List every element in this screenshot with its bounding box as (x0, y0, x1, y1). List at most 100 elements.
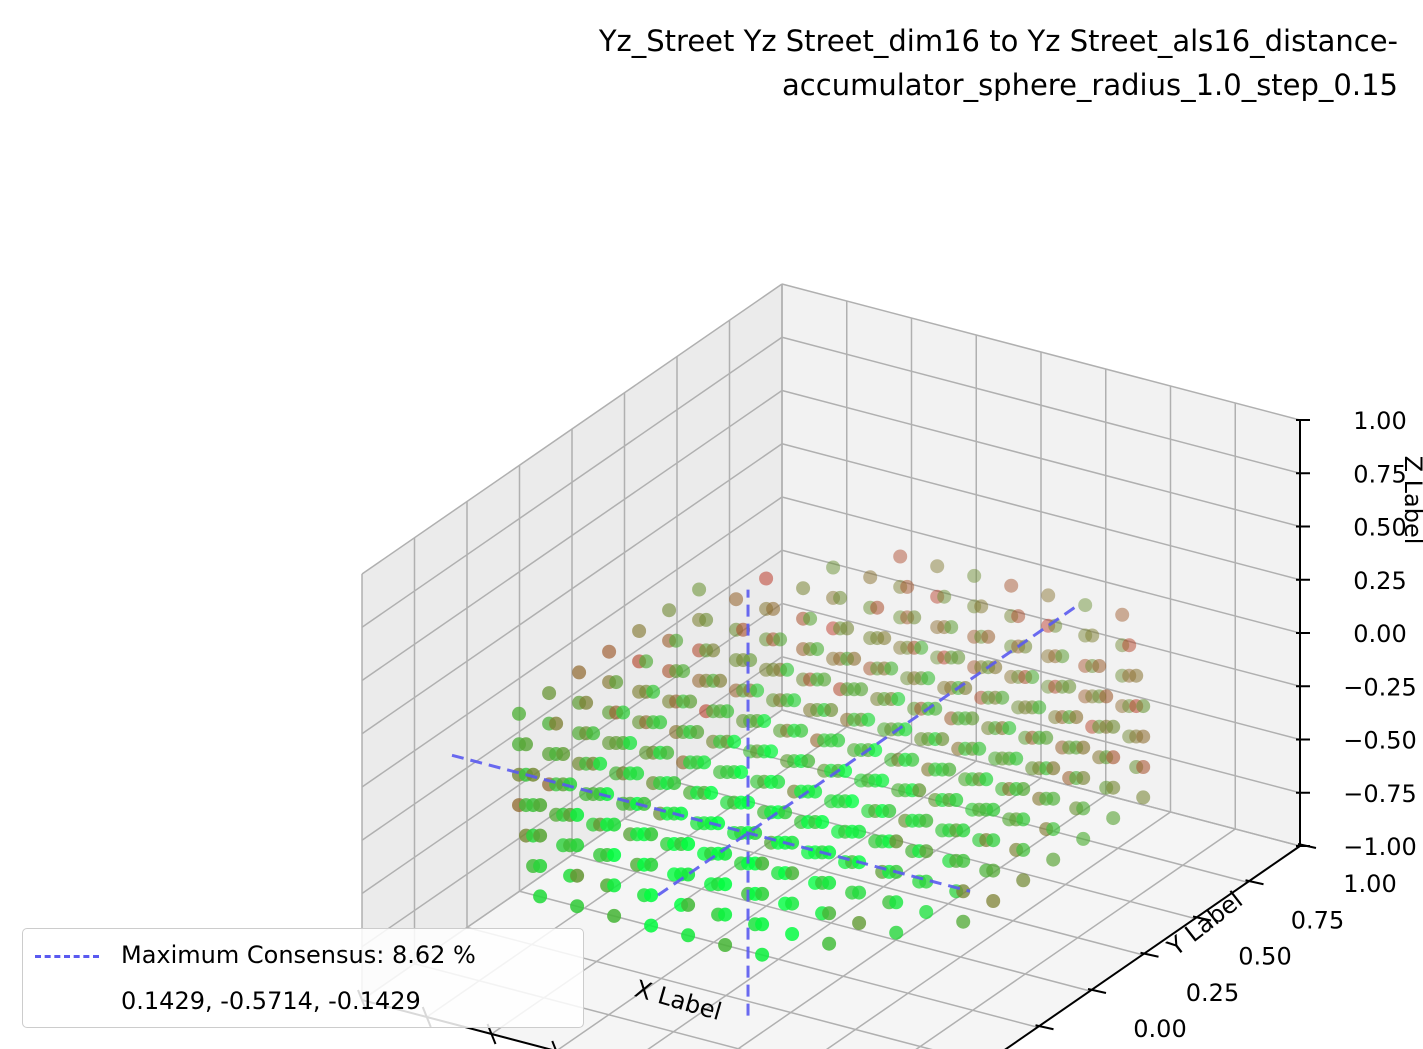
scatter-point (1076, 740, 1091, 755)
grid-line (361, 496, 783, 788)
scatter-point (852, 824, 867, 839)
scatter-point (699, 612, 714, 627)
scatter-point (831, 733, 846, 748)
scatter-point (644, 827, 659, 842)
scatter-point (893, 549, 908, 564)
chart-title-line-2: accumulator_sphere_radius_1.0_step_0.15 (782, 68, 1398, 102)
scatter-point (861, 712, 876, 727)
scatter-point (787, 693, 802, 708)
y-axis-line (1004, 845, 1301, 1049)
y-tick (1035, 1024, 1054, 1031)
scatter-point (630, 766, 645, 781)
scatter-point (755, 947, 770, 962)
scatter-point (607, 908, 622, 923)
scatter-point (822, 875, 837, 890)
scatter-point (822, 845, 837, 860)
scatter-point (986, 863, 1001, 878)
scatter-point (794, 723, 809, 738)
scatter-point (824, 703, 839, 717)
scatter-point (755, 856, 770, 871)
z-tick-label: 0.00 (1353, 620, 1406, 648)
scatter-point (639, 654, 654, 669)
grid-line (361, 389, 783, 682)
scatter-point (1076, 831, 1091, 846)
scatter-point (981, 629, 996, 644)
scatter-point (1122, 638, 1137, 653)
scatter-point (972, 741, 987, 756)
scatter-point (826, 560, 841, 575)
z-axis-label: Z Label (1399, 456, 1423, 545)
scatter-point (868, 743, 883, 758)
scatter-point (796, 581, 811, 596)
scatter-point (1002, 721, 1017, 736)
scatter-point (607, 848, 622, 862)
scatter-point (1016, 873, 1031, 888)
scatter-point (667, 776, 682, 791)
consensus-lines (451, 589, 1079, 1016)
scatter-point (986, 894, 1001, 908)
scatter-point (579, 695, 594, 710)
scatter-point (646, 684, 661, 699)
scatter-point (889, 834, 904, 849)
scatter-point (1011, 609, 1026, 624)
scatter-point (889, 895, 904, 910)
scatter-point (637, 796, 652, 811)
scatter-point (986, 802, 1001, 817)
scatter-point (690, 725, 705, 739)
scatter-point (549, 716, 564, 731)
scatter-point (847, 651, 862, 666)
z-tick-label: −0.50 (1343, 727, 1417, 755)
scatter-point (930, 559, 945, 574)
scatter-point (718, 907, 733, 922)
scatter-point (681, 928, 696, 943)
z-tick-label: −0.75 (1343, 780, 1417, 808)
scatter-point (607, 817, 622, 832)
scatter-point (1041, 588, 1056, 603)
scatter-point (1078, 598, 1093, 613)
scatter-point (937, 589, 952, 604)
scatter-point (706, 643, 721, 658)
scatter-point (1085, 628, 1100, 643)
z-tick-label: 0.75 (1353, 460, 1406, 488)
scatter-point (935, 732, 950, 747)
scatter-point (944, 620, 959, 635)
scatter-point (674, 806, 689, 821)
scatter-point (718, 877, 733, 892)
legend-dash-line (35, 955, 99, 958)
scatter-point (570, 838, 585, 853)
scatter-point (766, 601, 781, 616)
scatter-point (1076, 801, 1091, 816)
scatter-point (743, 653, 758, 668)
scatter-point (755, 917, 770, 932)
scatter-point (1099, 689, 1114, 704)
scatter-point (632, 624, 647, 638)
y-tick-label: 1.00 (1343, 870, 1396, 898)
scatter-point (600, 787, 615, 802)
scatter-point (669, 633, 684, 648)
scatter-point (1046, 852, 1061, 867)
scatter-point (838, 763, 853, 778)
scatter-point (676, 664, 691, 679)
legend-consensus-point: 0.1429, -0.5714, -0.1429 (121, 987, 421, 1015)
scatter-point (533, 798, 548, 813)
scatter-point (542, 686, 557, 701)
grid-line (781, 709, 1301, 847)
z-tick-label: 1.00 (1353, 407, 1406, 435)
scatter-point (1129, 668, 1144, 683)
scatter-point (1025, 670, 1040, 684)
scatter-point (912, 783, 927, 798)
z-tick-label: 0.50 (1353, 514, 1406, 542)
scatter-point (697, 755, 712, 770)
z-tick-label: −0.25 (1343, 673, 1417, 701)
scatter-point (1055, 649, 1070, 664)
scatter-point (785, 927, 800, 941)
scatter-point (889, 925, 904, 940)
scatter-point (875, 773, 890, 788)
scatter-points (512, 549, 1151, 962)
scatter-point (607, 878, 622, 893)
grid-line (361, 336, 783, 628)
legend: Maximum Consensus: 8.62 % 0.1429, -0.571… (22, 928, 584, 1028)
scatter-point (1136, 699, 1151, 714)
scatter-point (785, 835, 800, 850)
scatter-point (757, 714, 772, 728)
